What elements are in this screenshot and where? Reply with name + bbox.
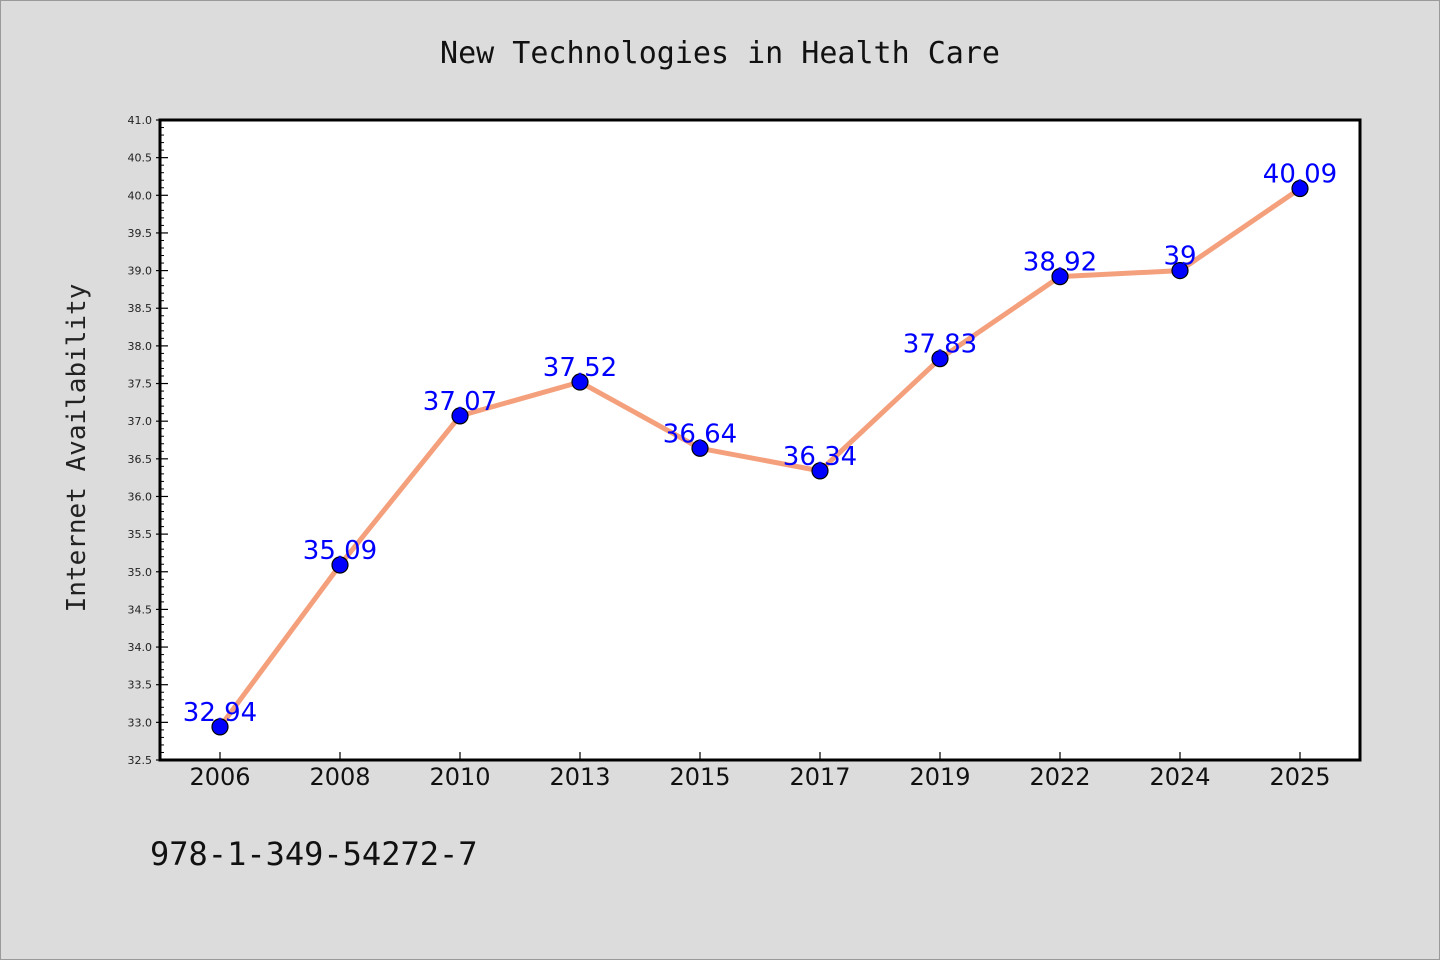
footnote-isbn: 978-1-349-54272-7 <box>150 835 478 873</box>
y-tick-label: 33.5 <box>128 679 153 692</box>
data-point <box>691 439 709 457</box>
data-label: 35.09 <box>303 536 377 566</box>
y-tick-label: 38.0 <box>128 340 153 353</box>
x-tick-label: 2013 <box>549 763 610 791</box>
y-tick-label: 35.0 <box>128 566 153 579</box>
data-markers <box>211 179 1309 736</box>
y-tick-label: 34.5 <box>128 603 153 616</box>
y-tick-label: 40.5 <box>128 152 153 165</box>
y-tick-label: 40.0 <box>128 189 153 202</box>
y-tick-label: 41.0 <box>128 114 153 127</box>
data-point <box>1051 268 1069 286</box>
data-label: 37.07 <box>423 387 497 417</box>
x-tick-label: 2024 <box>1149 763 1210 791</box>
x-tick-label: 2017 <box>789 763 850 791</box>
x-tick-label: 2008 <box>309 763 370 791</box>
y-axis-label: Internet Availability <box>62 284 92 613</box>
data-point <box>331 556 349 574</box>
y-tick-label: 37.5 <box>128 378 153 391</box>
series-line <box>217 186 1302 729</box>
data-label: 37.52 <box>543 353 617 383</box>
data-point <box>1171 261 1189 280</box>
data-label: 38.92 <box>1023 248 1097 278</box>
data-point <box>1291 179 1309 198</box>
series-line-group <box>217 186 1302 729</box>
y-tick-label: 33.0 <box>128 716 153 729</box>
x-tick-label: 2006 <box>189 763 250 791</box>
x-tick-label: 2010 <box>429 763 490 791</box>
x-tick-label: 2019 <box>909 763 970 791</box>
y-tick-label: 39.0 <box>128 265 153 278</box>
data-label: 37.83 <box>903 330 977 360</box>
y-tick-label: 36.0 <box>128 490 153 503</box>
plot-area <box>158 118 1362 762</box>
chart-title: New Technologies in Health Care <box>440 36 1000 71</box>
x-tick-label: 2022 <box>1029 763 1090 791</box>
data-label: 40.09 <box>1263 160 1337 190</box>
data-label: 39 <box>1163 242 1196 272</box>
y-tick-label: 35.5 <box>128 528 153 541</box>
y-tick-label: 37.0 <box>128 415 153 428</box>
data-point <box>451 407 469 425</box>
data-label: 36.64 <box>663 419 737 449</box>
x-tick-label: 2015 <box>669 763 730 791</box>
data-label: 36.34 <box>783 442 857 472</box>
data-point <box>811 462 829 480</box>
data-point <box>931 350 949 368</box>
x-axis: 2006 2008 2010 2013 2015 2017 2019 2022 2024 2025 <box>189 752 1331 791</box>
y-tick-label: 39.5 <box>128 227 153 240</box>
y-tick-label: 34.0 <box>128 641 153 654</box>
y-tick-label: 32.5 <box>128 754 153 767</box>
data-point <box>211 718 229 736</box>
y-tick-label: 36.5 <box>128 453 153 466</box>
data-labels: 32.94 35.09 37.07 37.52 36.64 36.34 37.83 38.92… <box>183 160 1337 728</box>
y-axis: 32.5 33.0 33.5 34.0 34.5 35.0 35.5 36.0 36.5 37.0… <box>128 114 168 767</box>
x-tick-label: 2025 <box>1269 763 1330 791</box>
data-point <box>571 373 589 391</box>
data-label: 32.94 <box>183 698 257 728</box>
y-tick-label: 38.5 <box>128 302 153 315</box>
